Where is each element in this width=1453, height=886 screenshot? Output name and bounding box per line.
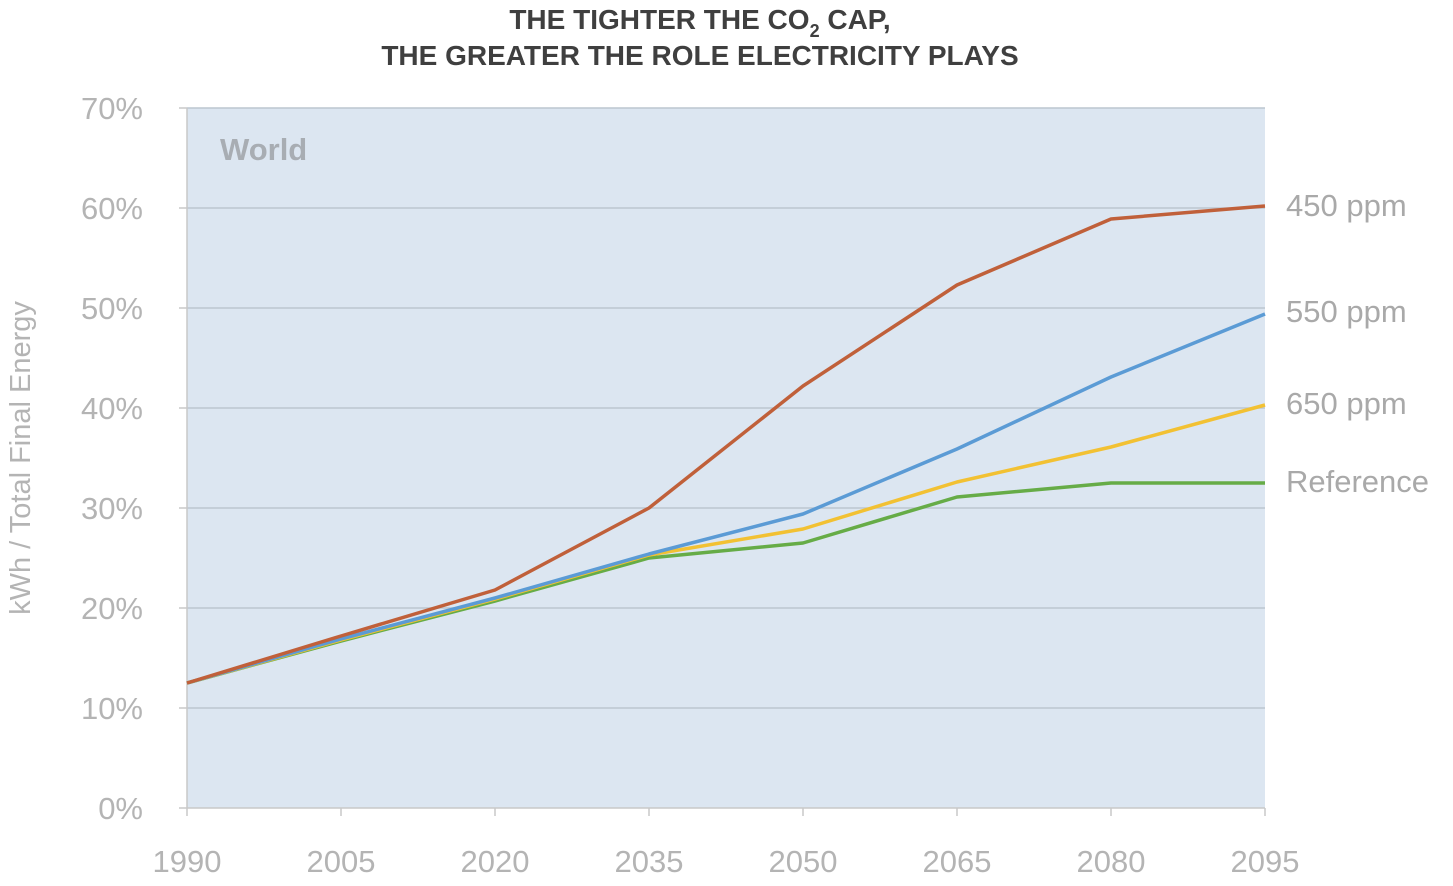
x-axis-tick-labels: 1990 2005 2020 2035 2050 2065 2080 2095: [153, 844, 1300, 879]
series-label-550-ppm: 550 ppm: [1286, 294, 1407, 329]
series-label-450-ppm: 450 ppm: [1286, 188, 1407, 223]
x-tick-label: 2035: [615, 844, 684, 879]
title-line1-suffix: CAP,: [820, 4, 891, 35]
chart-title-line-1: THE TIGHTER THE CO2 CAP,: [509, 4, 890, 41]
series-line-450-ppm: [186, 204, 1266, 685]
series-label-reference: Reference: [1286, 464, 1429, 499]
x-tick-label: 2005: [307, 844, 376, 879]
plot-area: [187, 108, 1265, 808]
series-line-550-ppm: [186, 312, 1266, 685]
chart-title-line-2: THE GREATER THE ROLE ELECTRICITY PLAYS: [381, 40, 1018, 71]
y-tick-label: 70%: [81, 91, 143, 126]
chart-title: THE TIGHTER THE CO2 CAP, THE GREATER THE…: [381, 4, 1018, 71]
series-lines: [186, 204, 1266, 685]
x-tick-label: 2065: [923, 844, 992, 879]
series-label-650-ppm: 650 ppm: [1286, 386, 1407, 421]
y-tick-label: 0%: [98, 791, 143, 826]
axes: [186, 108, 1266, 816]
region-label: World: [220, 132, 307, 167]
series-labels: Reference 650 ppm 550 ppm 450 ppm: [1286, 188, 1429, 499]
title-line1-prefix: THE TIGHTER THE CO: [509, 4, 809, 35]
y-tick-label: 50%: [81, 291, 143, 326]
y-axis-title: kWh / Total Final Energy: [5, 301, 37, 615]
y-tick-label: 20%: [81, 591, 143, 626]
y-axis-tick-labels: 0% 10% 20% 30% 40% 50% 60% 70%: [81, 91, 143, 826]
x-tick-label: 2050: [769, 844, 838, 879]
y-tick-label: 40%: [81, 391, 143, 426]
x-tick-label: 2020: [461, 844, 530, 879]
y-tick-label: 10%: [81, 691, 143, 726]
y-tick-label: 60%: [81, 191, 143, 226]
title-subscript: 2: [810, 21, 820, 41]
gridlines: [179, 107, 1265, 809]
x-tick-label: 1990: [153, 844, 222, 879]
x-tick-label: 2080: [1077, 844, 1146, 879]
y-tick-label: 30%: [81, 491, 143, 526]
x-tick-label: 2095: [1231, 844, 1300, 879]
